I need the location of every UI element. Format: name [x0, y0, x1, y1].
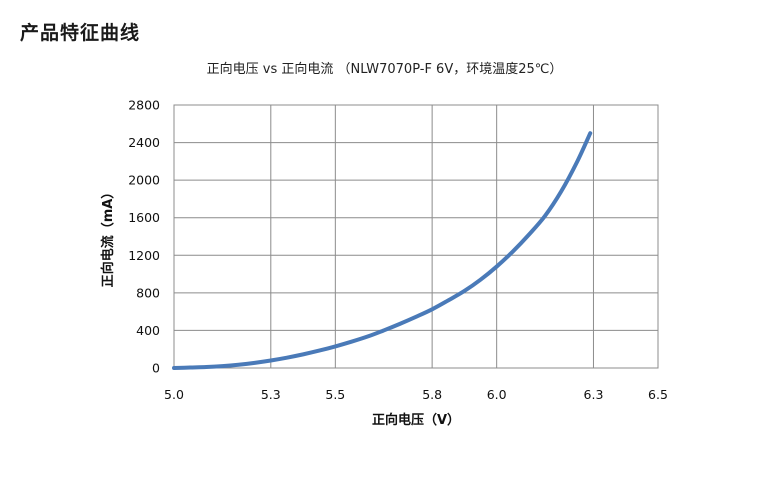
x-tick-label: 6.3	[584, 387, 604, 402]
x-tick-label: 5.5	[325, 387, 345, 402]
plot-area-border	[173, 104, 659, 369]
y-tick-label: 1200	[128, 248, 160, 263]
x-tick-label: 6.5	[648, 387, 668, 402]
y-tick-label: 2800	[128, 98, 160, 113]
x-tick-label: 6.0	[487, 387, 507, 402]
y-tick-label: 1600	[128, 210, 160, 225]
x-tick-label: 5.3	[261, 387, 281, 402]
chart-title: 正向电压 vs 正向电流 （NLW7070P-F 6V，环境温度25℃）	[206, 62, 563, 77]
x-tick-label: 5.0	[164, 387, 184, 402]
y-tick-label: 2400	[128, 135, 160, 150]
y-tick-label: 0	[152, 361, 160, 376]
series-line-iv-curve	[172, 131, 593, 370]
section-title: 产品特征曲线	[20, 22, 141, 44]
x-tick-label: 5.8	[422, 387, 442, 402]
y-axis-label: 正向电流（mA）	[100, 186, 116, 288]
x-axis-label: 正向电压（V）	[372, 412, 460, 428]
y-tick-label: 2000	[128, 173, 160, 188]
y-axis-tick-labels: 0 400 800 1200 1600 2000 2400 2800	[128, 98, 160, 376]
x-axis-tick-labels: 5.0 5.3 5.5 5.8 6.0 6.3 6.5	[164, 387, 668, 402]
y-tick-label: 800	[136, 285, 160, 300]
y-tick-label: 400	[136, 323, 160, 338]
data-series	[172, 131, 593, 370]
